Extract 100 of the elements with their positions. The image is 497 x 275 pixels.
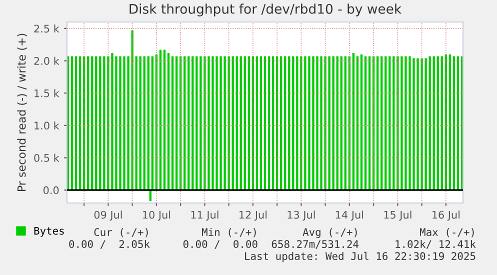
text: Min (-/+) [202,228,256,238]
bar [208,56,210,190]
text: 658.27m/531.24 [272,240,359,249]
bar [268,56,270,190]
x-tick-label: 13 Jul [288,210,315,221]
bar [320,56,322,190]
bar [344,56,346,190]
bar [308,56,310,190]
text: Cur (-/+) [94,228,148,238]
bar [356,56,359,190]
chart-title: Disk throughput for /dev/rbd10 - by week [130,4,402,16]
bar [392,56,395,190]
bar [95,56,98,190]
bar [436,56,439,190]
bar [352,53,355,190]
bar [400,56,403,190]
bar [432,56,435,190]
bar [188,56,190,190]
bar [332,56,334,190]
bar [240,56,242,190]
y-tick-label: 2.0 k [34,56,60,65]
y-tick-label: 0.5 k [34,154,60,162]
text: Last update: Wed Jul 16 22:30:19 2025 [245,252,476,262]
bar [196,56,198,190]
bar [260,56,262,190]
text: 1.02k/ 12.41k [396,240,476,249]
bar [78,56,82,190]
bar [220,56,222,190]
bar [256,56,258,190]
bar [312,56,314,190]
bar [232,56,234,190]
bar [420,58,423,190]
bar [336,56,338,190]
bar [135,56,138,190]
y-tick-label: 1.0 k [34,121,60,130]
bar [236,56,238,190]
bar [264,56,266,190]
legend-label: Bytes [34,226,64,237]
bar [304,56,306,190]
text: 0.00 / 0.00 [183,240,258,249]
bar [228,56,230,190]
bar [131,30,134,190]
bar [288,56,290,190]
bar [328,56,330,190]
bar [244,56,246,190]
y-tick-label: 2.5 k [34,24,60,33]
x-tick-label: 10 Jul [143,210,170,221]
bar [74,56,78,190]
y-tick-label: 0.0 [43,186,59,194]
bar [412,58,415,190]
bar [360,54,363,190]
bar [216,56,218,190]
bar [280,56,282,190]
bar [111,53,114,190]
bar [396,56,399,190]
bar [272,56,274,190]
bar [296,56,298,190]
bar [139,56,142,190]
bar [292,56,294,190]
bar [175,56,178,190]
bar [404,56,407,190]
bar [380,56,383,190]
bar [123,56,126,190]
y-axis-title: Pr second read (-) / write (+) [17,34,28,192]
bar [103,56,106,190]
bar [107,56,110,190]
bar [91,56,94,190]
text: 0.00 / 2.05k [69,240,150,249]
bar [384,56,387,190]
x-tick-label: 11 Jul [191,210,218,221]
bar [368,56,371,190]
text: Avg (-/+) [302,228,357,238]
bar [119,56,122,190]
bar [324,56,326,190]
x-tick-label: 16 Jul [432,210,460,221]
bar [248,56,250,190]
bar [212,56,214,190]
x-tick-label: 14 Jul [336,210,364,221]
bar [284,56,286,190]
bar [300,56,302,190]
bar [416,58,419,190]
bar [87,56,90,190]
bar [143,56,146,190]
bar [163,50,166,190]
bar [364,56,367,190]
bar [70,56,74,190]
bar [388,56,391,190]
bar [448,54,452,190]
bar [408,56,411,190]
bar [200,56,202,190]
y-tick-label: 1.5 k [34,89,60,98]
bar [440,56,443,190]
bar [159,50,162,190]
bar [115,56,118,190]
bar [456,56,460,190]
bar [99,56,102,190]
x-tick-label: 15 Jul [384,210,412,221]
bar [151,56,154,190]
bar [147,56,150,190]
bar [428,56,431,190]
